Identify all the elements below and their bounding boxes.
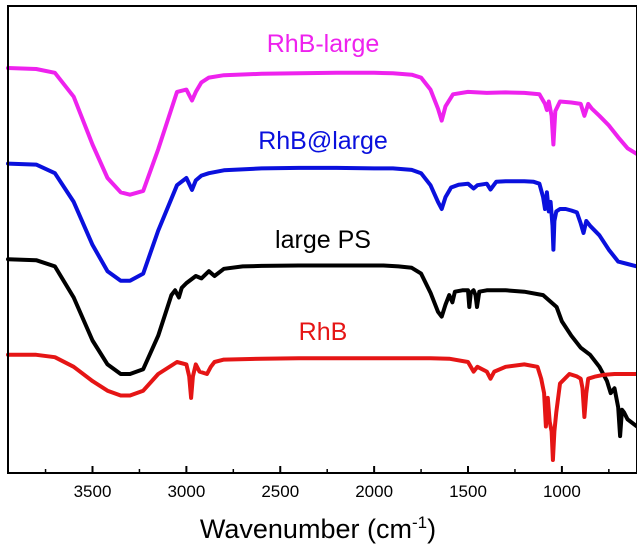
series-label-rhb-at-large: RhB@large xyxy=(258,127,388,155)
series-line-large-ps xyxy=(6,257,637,439)
x-axis-title-main: Wavenumber (cm xyxy=(200,514,412,544)
series-label-large-ps: large PS xyxy=(275,226,371,254)
x-axis-ticks: 3500 3000 2500 2000 1500 1000 xyxy=(44,466,610,501)
series-line-rhb-large xyxy=(6,66,637,197)
plot-frame xyxy=(7,5,637,474)
x-tick-label-3000: 3000 xyxy=(167,482,205,501)
x-axis-title-close: ) xyxy=(427,514,436,544)
x-tick-label-1000: 1000 xyxy=(543,482,581,501)
series-layer xyxy=(6,66,637,462)
x-tick-label-3500: 3500 xyxy=(74,482,112,501)
series-label-rhb: RhB xyxy=(299,318,348,346)
x-tick-label-2500: 2500 xyxy=(261,482,299,501)
series-line-rhb xyxy=(6,352,637,462)
series-line-rhb-large xyxy=(6,161,637,283)
x-axis-title: Wavenumber (cm-1) xyxy=(200,513,436,544)
x-axis-title-superscript: -1 xyxy=(412,513,427,532)
x-tick-label-2000: 2000 xyxy=(355,482,393,501)
series-label-rhb-large: RhB-large xyxy=(267,30,380,58)
x-tick-label-1500: 1500 xyxy=(449,482,487,501)
